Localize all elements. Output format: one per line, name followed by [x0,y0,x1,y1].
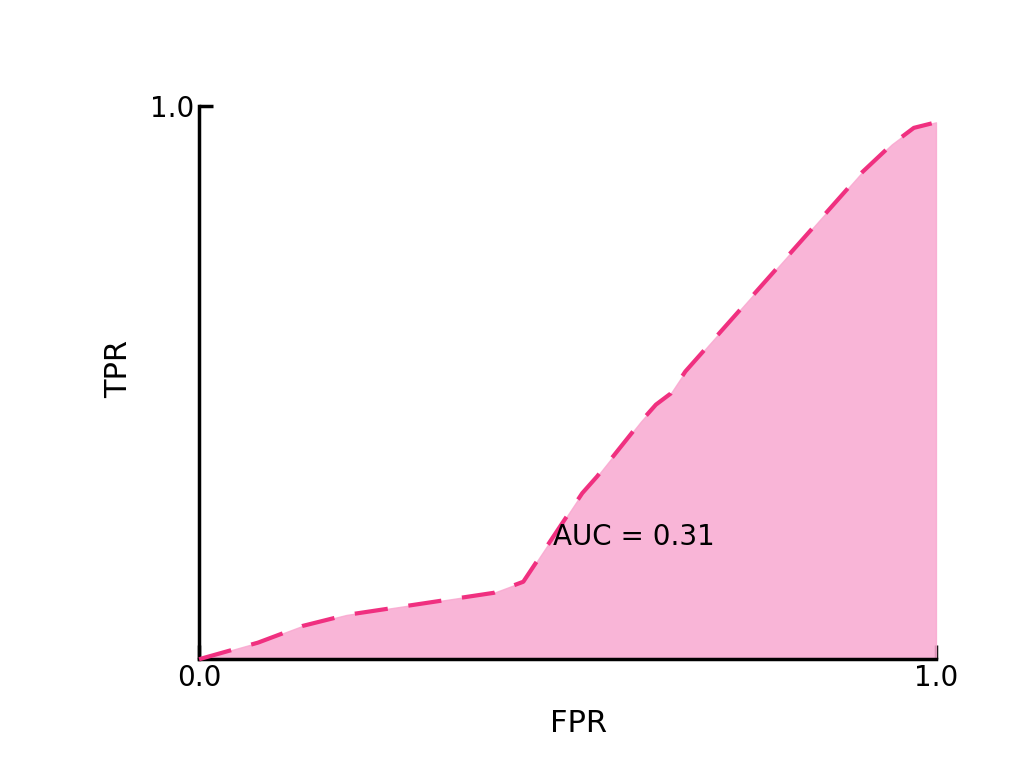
Text: AUC = 0.31: AUC = 0.31 [553,524,715,551]
X-axis label: FPR: FPR [550,709,607,738]
Y-axis label: TPR: TPR [104,339,133,398]
